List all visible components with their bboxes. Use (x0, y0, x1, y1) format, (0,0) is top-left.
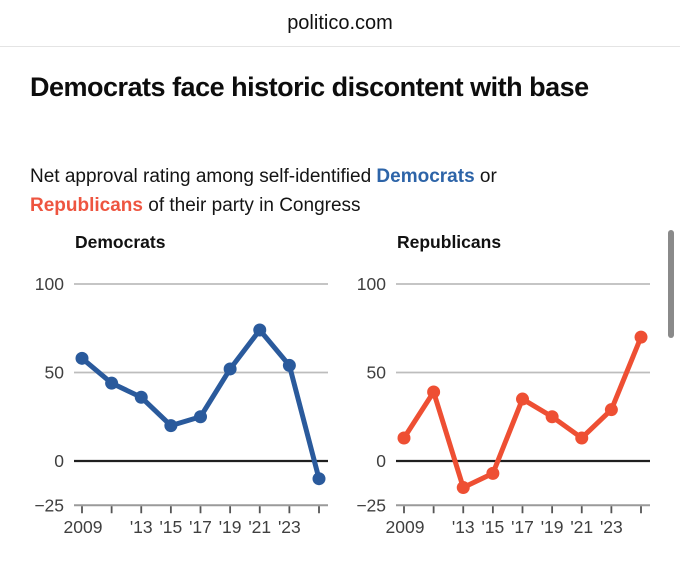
chart-subtitle: Net approval rating among self-identifie… (30, 162, 650, 221)
x-axis-label: 2009 (386, 517, 425, 537)
subtitle-text: of their party in Congress (142, 195, 361, 217)
x-axis-label: '19 (541, 517, 564, 537)
x-axis-label: '15 (159, 517, 182, 537)
x-axis-label: '13 (452, 517, 475, 537)
y-axis-label: 50 (367, 363, 387, 383)
x-axis-label: '17 (511, 517, 534, 537)
data-point (223, 362, 237, 376)
y-axis-label: −25 (34, 495, 64, 515)
republicans-chart-panel: Republicans 100 50 0 −25 2009 '13 '15 '17 '19 '21… (352, 230, 674, 570)
data-point (194, 410, 207, 424)
x-axis-label: '23 (600, 517, 623, 537)
x-axis-label: '21 (248, 517, 271, 537)
republicans-chart-title: Republicans (397, 232, 502, 252)
y-axis-label: −25 (356, 495, 386, 515)
page-title: Democrats face historic discontent with … (30, 72, 589, 102)
data-point (604, 403, 618, 417)
subtitle-text: Net approval rating among self-identifie… (30, 166, 377, 187)
data-point (105, 376, 119, 390)
site-url[interactable]: politico.com (287, 11, 393, 34)
y-axis-label: 100 (357, 274, 386, 294)
data-point (486, 466, 500, 480)
democrats-chart-title: Democrats (75, 232, 166, 252)
data-point (75, 351, 89, 365)
democrats-chart-panel: Democrats 100 50 0 −25 2009 '13 '15 '17 '19 '21 '2… (30, 230, 352, 570)
x-axis-label: '15 (481, 517, 504, 537)
data-point (634, 330, 648, 344)
site-header: politico.com (0, 0, 680, 47)
x-axis-label: '13 (130, 517, 153, 537)
data-point (427, 385, 441, 399)
data-point (456, 481, 470, 495)
scrollbar-thumb[interactable] (668, 230, 674, 338)
data-point (312, 472, 326, 486)
data-point (516, 392, 529, 406)
y-axis-label: 100 (35, 274, 64, 294)
data-point (397, 431, 411, 445)
y-axis-label: 0 (54, 451, 64, 471)
x-axis-label: '17 (189, 517, 212, 537)
y-axis-label: 0 (376, 451, 386, 471)
data-point (134, 390, 148, 404)
series-line (79, 327, 322, 482)
x-axis-label: '23 (278, 517, 301, 537)
x-axis-label: '21 (570, 517, 593, 537)
data-point (545, 410, 559, 424)
x-axis-label: 2009 (64, 517, 103, 537)
subtitle-text: or (474, 166, 497, 187)
data-point (575, 431, 589, 445)
y-axis-label: 50 (45, 363, 65, 383)
subtitle-democrats-label: Democrats (376, 166, 475, 187)
data-point (282, 358, 296, 372)
data-point (253, 323, 267, 337)
data-point (164, 419, 178, 433)
subtitle-republicans-label: Republicans (30, 195, 143, 217)
x-axis-label: '19 (219, 517, 242, 537)
